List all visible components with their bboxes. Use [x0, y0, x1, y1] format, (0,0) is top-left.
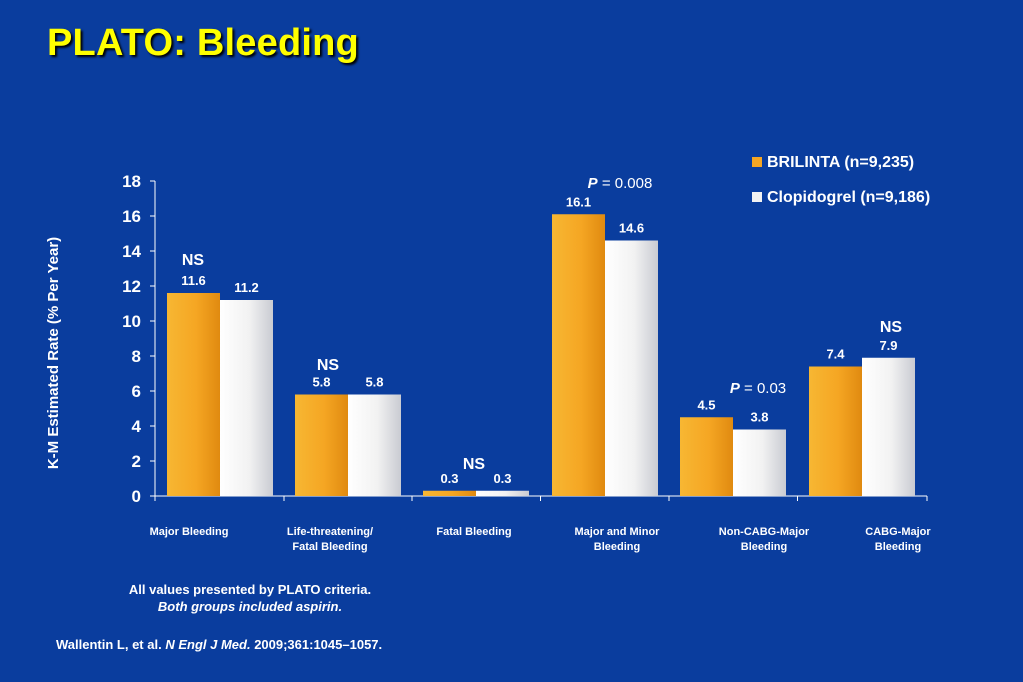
- y-tick-label: 8: [132, 347, 141, 366]
- category-label: Fatal Bleeding: [436, 526, 511, 538]
- legend-label: Clopidogrel (n=9,186): [767, 189, 930, 206]
- citation: Wallentin L, et al. N Engl J Med. 2009;3…: [56, 637, 382, 652]
- category-label: Bleeding: [594, 541, 640, 553]
- category-label: Bleeding: [741, 541, 787, 553]
- data-label: 5.8: [365, 375, 383, 390]
- y-tick-label: 0: [132, 487, 141, 506]
- data-label: 4.5: [697, 397, 715, 412]
- bar-brilinta: [809, 366, 862, 496]
- bar-clopidogrel: [348, 394, 401, 496]
- data-label: 11.6: [181, 273, 206, 288]
- y-tick-label: 16: [122, 207, 141, 226]
- bar-brilinta: [295, 394, 348, 496]
- bar-brilinta: [552, 214, 605, 496]
- bar-brilinta: [680, 417, 733, 496]
- y-tick-label: 6: [132, 382, 141, 401]
- data-label: 11.2: [234, 280, 259, 295]
- data-label: 14.6: [619, 221, 644, 236]
- y-tick-label: 18: [122, 172, 141, 191]
- category-label: Major and Minor: [575, 526, 661, 538]
- significance-label: NS: [880, 319, 903, 336]
- legend-swatch: [752, 192, 762, 202]
- significance-label: NS: [182, 252, 205, 269]
- category-label: CABG-Major: [865, 526, 931, 538]
- citation-details: 2009;361:1045–1057.: [254, 637, 383, 652]
- citation-authors: Wallentin L, et al.: [56, 637, 162, 652]
- y-tick-label: 12: [122, 277, 141, 296]
- data-label: 5.8: [312, 375, 330, 390]
- category-label: Bleeding: [875, 541, 921, 553]
- data-label: 0.3: [493, 471, 511, 486]
- bar-brilinta: [423, 490, 476, 496]
- y-axis-title: K-M Estimated Rate (% Per Year): [45, 237, 62, 469]
- y-tick-label: 4: [132, 417, 142, 436]
- category-label: Life-threatening/: [287, 526, 373, 538]
- significance-label: NS: [463, 456, 486, 473]
- category-label: Major Bleeding: [150, 526, 229, 538]
- legend-swatch: [752, 157, 762, 167]
- category-label: Fatal Bleeding: [292, 541, 367, 553]
- bar-clopidogrel: [605, 240, 658, 496]
- legend-label: BRILINTA (n=9,235): [767, 154, 914, 171]
- page-title: PLATO: Bleeding: [47, 22, 359, 64]
- data-label: 16.1: [566, 194, 591, 209]
- bar-clopidogrel: [220, 300, 273, 496]
- y-tick-label: 2: [132, 452, 141, 471]
- bar-clopidogrel: [862, 357, 915, 496]
- significance-label: NS: [317, 357, 340, 374]
- citation-journal: N Engl J Med.: [165, 637, 251, 652]
- data-label: 7.9: [879, 338, 897, 353]
- significance-label: P = 0.008: [588, 175, 653, 192]
- category-label: Non-CABG-Major: [719, 526, 810, 538]
- bar-clopidogrel: [476, 490, 529, 496]
- data-label: 7.4: [826, 347, 845, 362]
- y-tick-label: 14: [122, 242, 141, 261]
- y-tick-label: 10: [122, 312, 141, 331]
- bar-clopidogrel: [733, 429, 786, 496]
- footnote-criteria: All values presented by PLATO criteria.: [128, 582, 372, 597]
- data-label: 0.3: [440, 471, 458, 486]
- footnote-aspirin: Both groups included aspirin.: [157, 599, 343, 614]
- significance-label: P = 0.03: [730, 380, 786, 397]
- bar-brilinta: [167, 293, 220, 496]
- data-label: 3.8: [750, 410, 768, 425]
